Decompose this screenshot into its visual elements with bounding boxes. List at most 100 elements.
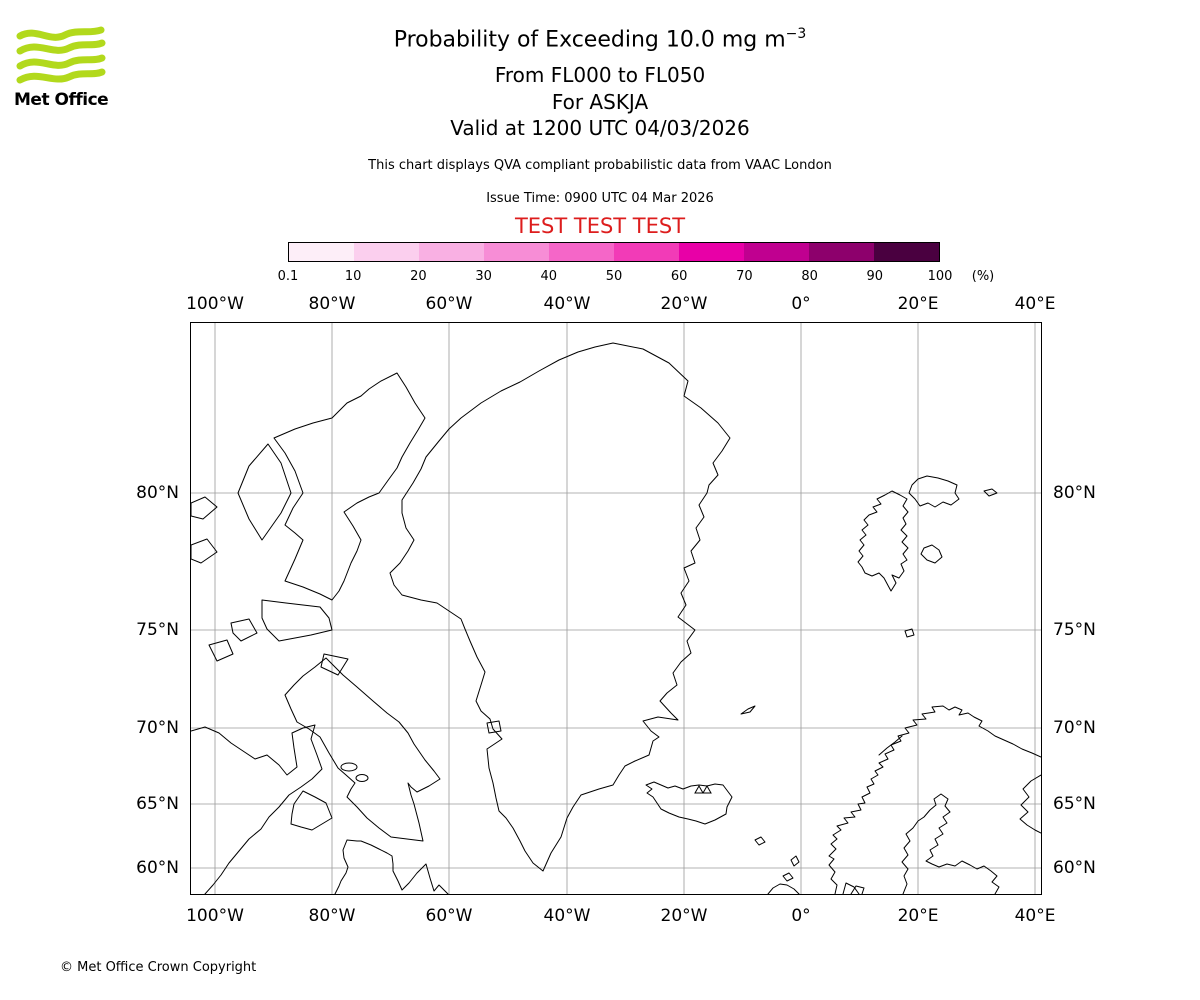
longitude-label: 40°W: [543, 906, 591, 926]
map-area: 100°W 100°W 80°W 80°W 60°W 60°W 40°W 40°W 20°W 20…: [136, 294, 1096, 926]
coast-white-sea: [1019, 774, 1041, 834]
colorbar-segment: [549, 243, 614, 261]
latitude-label: 70°N: [1053, 718, 1096, 738]
subtitle-flight-levels: From FL000 to FL050: [494, 63, 706, 87]
latitude-label: 75°N: [136, 620, 179, 640]
latitude-label: 60°N: [136, 858, 179, 878]
coast-baffin: [284, 657, 441, 842]
coast-jan-mayen: [740, 705, 756, 715]
subtitle-volcano: For ASKJA: [551, 90, 649, 114]
coast-scotland: [767, 883, 800, 894]
colorbar-segments: [288, 242, 940, 262]
colorbar-segment: [419, 243, 484, 261]
coast-denmark: [850, 885, 865, 894]
met-office-logo-text: Met Office: [14, 90, 109, 110]
coast-ellesmere: [273, 372, 426, 601]
coast-lofoten: [878, 735, 903, 756]
longitude-label: 0°: [791, 906, 811, 926]
latitude-label: 65°N: [136, 794, 179, 814]
coast-devon: [261, 599, 333, 642]
graticule: [191, 323, 1041, 894]
coastlines: [191, 342, 1041, 894]
longitude-label: 20°E: [897, 906, 939, 926]
colorbar-segment: [484, 243, 549, 261]
colorbar-unit-label: (%): [971, 269, 995, 284]
longitude-label: 60°W: [425, 906, 473, 926]
title-text: Probability of Exceeding 10.0 mg m: [393, 27, 786, 53]
coast-orkney: [782, 872, 794, 882]
colorbar-segment: [744, 243, 809, 261]
coast-ringnes-1: [191, 496, 218, 520]
longitude-label: 20°W: [660, 294, 708, 314]
coast-cornwallis: [230, 618, 258, 642]
coast-kvitoya: [983, 488, 998, 497]
coast-bear-island: [904, 628, 915, 638]
colorbar-tick-label: 50: [605, 269, 623, 284]
colorbar-tick-label: 40: [540, 269, 558, 284]
colorbar-tick-label: 90: [866, 269, 884, 284]
longitude-label: 40°E: [1014, 906, 1056, 926]
coast-mainland-canada: [191, 724, 323, 894]
colorbar-tick-label: 80: [801, 269, 818, 284]
test-banner: TEST TEST TEST: [514, 214, 686, 238]
title-superscript: −3: [785, 26, 807, 42]
colorbar-segment: [874, 243, 939, 261]
colorbar-segment: [809, 243, 874, 261]
page-title: Probability of Exceeding 10.0 mg m−3: [0, 26, 1200, 52]
colorbar-tick-label: 10: [344, 269, 362, 284]
coast-iceland: [645, 781, 733, 825]
baffin-lake-2: [355, 774, 369, 782]
met-office-waves-icon: [16, 26, 106, 84]
met-office-logo: Met Office: [14, 26, 114, 110]
colorbar-tick-label: 100: [927, 269, 953, 284]
longitude-label: 80°W: [308, 906, 356, 926]
longitude-label: 100°W: [186, 294, 244, 314]
latitude-label: 60°N: [1053, 858, 1096, 878]
longitude-label: 0°: [791, 294, 811, 314]
coast-somerset: [208, 639, 234, 662]
coast-bylot: [320, 653, 349, 676]
coast-edgeoya: [920, 544, 943, 564]
coast-ungava: [334, 839, 449, 894]
longitude-label: 100°W: [186, 906, 244, 926]
latitude-label: 75°N: [1053, 620, 1096, 640]
longitude-label: 40°E: [1014, 294, 1056, 314]
coast-greenland: [389, 342, 731, 872]
longitude-label: 20°W: [660, 906, 708, 926]
longitude-label: 80°W: [308, 294, 356, 314]
probability-colorbar: 0.1 10 20 30 40 50 60 70 80 90 100 (%): [278, 242, 994, 302]
coast-norway: [828, 705, 1041, 894]
colorbar-segment: [679, 243, 744, 261]
colorbar-segment: [289, 243, 354, 261]
colorbar-tick-label: 20: [410, 269, 427, 284]
colorbar-tick-label: 70: [736, 269, 753, 284]
colorbar-tick-label: 0.1: [277, 269, 299, 284]
copyright-notice: © Met Office Crown Copyright: [60, 960, 257, 975]
coast-bothnia: [901, 793, 1000, 894]
coast-nordaustlandet: [908, 475, 960, 508]
latitude-label: 65°N: [1053, 794, 1096, 814]
coast-southampton: [290, 790, 333, 831]
latitude-label: 80°N: [136, 483, 179, 503]
coast-oslofjord: [842, 882, 860, 894]
longitude-label: 60°W: [425, 294, 473, 314]
colorbar-segment: [354, 243, 419, 261]
baffin-lake-1: [340, 762, 358, 772]
coast-shetland: [790, 855, 800, 867]
qva-note: This chart displays QVA compliant probab…: [368, 158, 832, 173]
coast-axel-heiberg: [237, 443, 292, 541]
latitude-label: 80°N: [1053, 483, 1096, 503]
volcano-marker-icon: [694, 784, 712, 794]
issue-time: Issue Time: 0900 UTC 04 Mar 2026: [486, 191, 714, 206]
latitude-label: 70°N: [136, 718, 179, 738]
coast-faroe: [754, 836, 766, 846]
subtitle-valid-time: Valid at 1200 UTC 04/03/2026: [450, 116, 750, 140]
coast-spitsbergen: [857, 490, 909, 592]
coast-disko: [486, 720, 502, 734]
colorbar-tick-label: 60: [670, 269, 688, 284]
longitude-label: 20°E: [897, 294, 939, 314]
colorbar-segment: [614, 243, 679, 261]
coast-ringnes-2: [191, 538, 218, 564]
longitude-label: 40°W: [543, 294, 591, 314]
colorbar-tick-label: 30: [475, 269, 492, 284]
